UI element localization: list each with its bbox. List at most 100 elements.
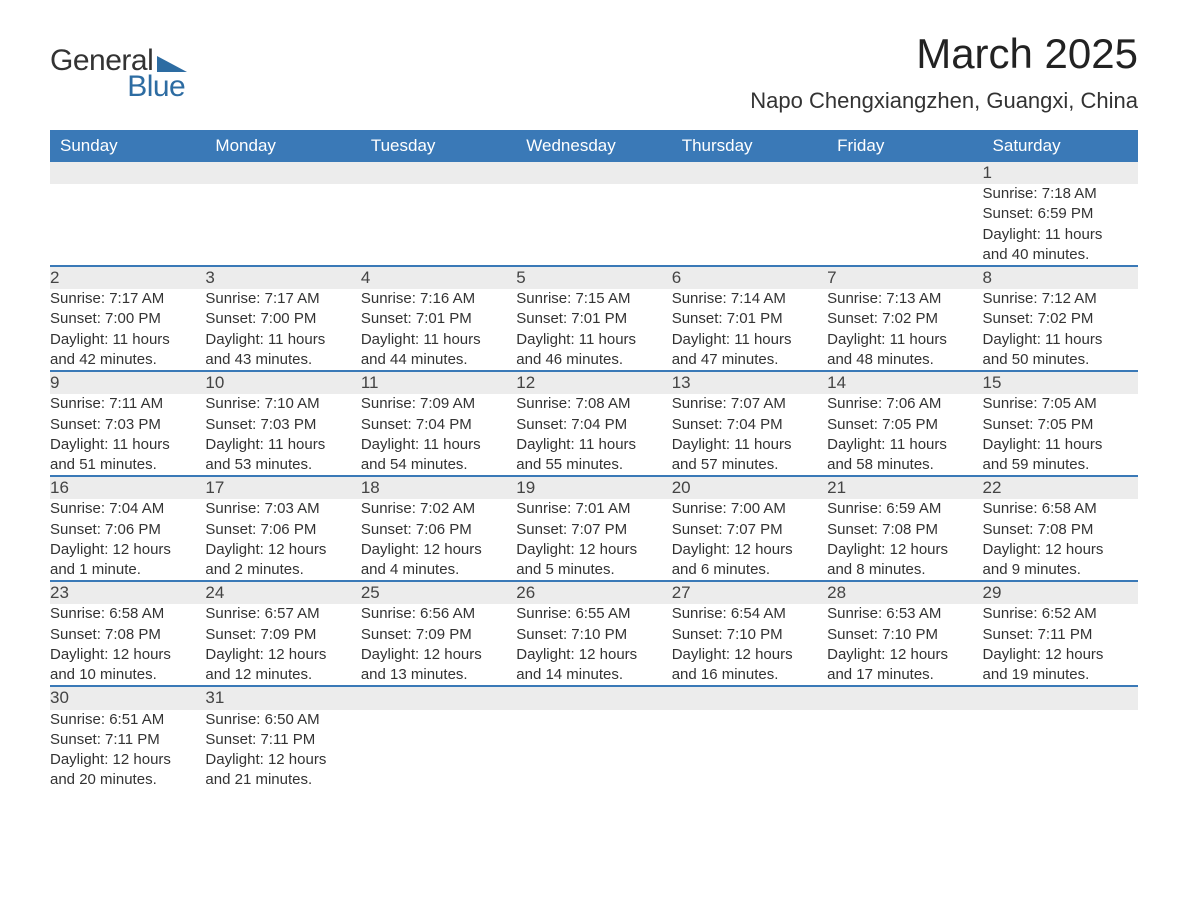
day-info-cell: Sunrise: 6:53 AMSunset: 7:10 PMDaylight:… bbox=[827, 604, 982, 686]
day-number-cell: 9 bbox=[50, 371, 205, 394]
day-number-cell: 12 bbox=[516, 371, 671, 394]
sunrise-text: Sunrise: 7:16 AM bbox=[361, 289, 516, 309]
daylight-text-1: Daylight: 12 hours bbox=[516, 540, 671, 560]
sunrise-text: Sunrise: 7:11 AM bbox=[50, 394, 205, 414]
day-info-cell bbox=[205, 184, 360, 266]
daylight-text-2: and 9 minutes. bbox=[983, 560, 1138, 580]
sunset-text: Sunset: 7:10 PM bbox=[516, 625, 671, 645]
day-info-cell: Sunrise: 7:11 AMSunset: 7:03 PMDaylight:… bbox=[50, 394, 205, 476]
day-info-cell: Sunrise: 6:52 AMSunset: 7:11 PMDaylight:… bbox=[983, 604, 1138, 686]
daylight-text-1: Daylight: 11 hours bbox=[516, 330, 671, 350]
sunrise-text: Sunrise: 7:09 AM bbox=[361, 394, 516, 414]
sunrise-text: Sunrise: 7:14 AM bbox=[672, 289, 827, 309]
day-number-cell: 29 bbox=[983, 581, 1138, 604]
day-number-cell: 27 bbox=[672, 581, 827, 604]
day-number-cell: 6 bbox=[672, 266, 827, 289]
sunset-text: Sunset: 7:07 PM bbox=[516, 520, 671, 540]
day-info-cell: Sunrise: 7:00 AMSunset: 7:07 PMDaylight:… bbox=[672, 499, 827, 581]
sunrise-text: Sunrise: 6:58 AM bbox=[983, 499, 1138, 519]
daylight-text-1: Daylight: 12 hours bbox=[50, 645, 205, 665]
sunrise-text: Sunrise: 6:57 AM bbox=[205, 604, 360, 624]
daylight-text-2: and 47 minutes. bbox=[672, 350, 827, 370]
calendar-table: SundayMondayTuesdayWednesdayThursdayFrid… bbox=[50, 130, 1138, 791]
day-header: Tuesday bbox=[361, 130, 516, 162]
info-row: Sunrise: 7:11 AMSunset: 7:03 PMDaylight:… bbox=[50, 394, 1138, 476]
daylight-text-1: Daylight: 12 hours bbox=[672, 540, 827, 560]
sunset-text: Sunset: 7:05 PM bbox=[983, 415, 1138, 435]
sunrise-text: Sunrise: 6:53 AM bbox=[827, 604, 982, 624]
daylight-text-2: and 12 minutes. bbox=[205, 665, 360, 685]
sunrise-text: Sunrise: 7:04 AM bbox=[50, 499, 205, 519]
day-info-cell: Sunrise: 7:12 AMSunset: 7:02 PMDaylight:… bbox=[983, 289, 1138, 371]
daylight-text-1: Daylight: 11 hours bbox=[983, 225, 1138, 245]
page-subtitle: Napo Chengxiangzhen, Guangxi, China bbox=[750, 88, 1138, 114]
info-row: Sunrise: 7:17 AMSunset: 7:00 PMDaylight:… bbox=[50, 289, 1138, 371]
sunset-text: Sunset: 7:05 PM bbox=[827, 415, 982, 435]
sunset-text: Sunset: 7:02 PM bbox=[983, 309, 1138, 329]
day-number-cell: 2 bbox=[50, 266, 205, 289]
day-info-cell: Sunrise: 7:02 AMSunset: 7:06 PMDaylight:… bbox=[361, 499, 516, 581]
day-info-cell bbox=[50, 184, 205, 266]
sunset-text: Sunset: 7:11 PM bbox=[205, 730, 360, 750]
day-number-cell bbox=[205, 162, 360, 184]
sunrise-text: Sunrise: 6:59 AM bbox=[827, 499, 982, 519]
day-info-cell: Sunrise: 7:18 AMSunset: 6:59 PMDaylight:… bbox=[983, 184, 1138, 266]
day-header: Thursday bbox=[672, 130, 827, 162]
daylight-text-1: Daylight: 11 hours bbox=[361, 435, 516, 455]
sunrise-text: Sunrise: 6:52 AM bbox=[983, 604, 1138, 624]
day-number-cell: 4 bbox=[361, 266, 516, 289]
day-number-cell: 13 bbox=[672, 371, 827, 394]
sunset-text: Sunset: 7:10 PM bbox=[672, 625, 827, 645]
daylight-text-2: and 58 minutes. bbox=[827, 455, 982, 475]
day-info-cell: Sunrise: 7:01 AMSunset: 7:07 PMDaylight:… bbox=[516, 499, 671, 581]
day-info-cell: Sunrise: 6:58 AMSunset: 7:08 PMDaylight:… bbox=[50, 604, 205, 686]
daylight-text-1: Daylight: 11 hours bbox=[983, 330, 1138, 350]
day-number-cell: 11 bbox=[361, 371, 516, 394]
sunrise-text: Sunrise: 7:03 AM bbox=[205, 499, 360, 519]
sunset-text: Sunset: 7:01 PM bbox=[361, 309, 516, 329]
day-info-cell bbox=[361, 184, 516, 266]
sunset-text: Sunset: 7:08 PM bbox=[50, 625, 205, 645]
day-header: Saturday bbox=[983, 130, 1138, 162]
sunrise-text: Sunrise: 7:15 AM bbox=[516, 289, 671, 309]
day-info-cell: Sunrise: 7:06 AMSunset: 7:05 PMDaylight:… bbox=[827, 394, 982, 476]
day-number-cell: 17 bbox=[205, 476, 360, 499]
day-info-cell: Sunrise: 6:54 AMSunset: 7:10 PMDaylight:… bbox=[672, 604, 827, 686]
daynum-row: 1 bbox=[50, 162, 1138, 184]
daylight-text-2: and 21 minutes. bbox=[205, 770, 360, 790]
info-row: Sunrise: 6:58 AMSunset: 7:08 PMDaylight:… bbox=[50, 604, 1138, 686]
day-info-cell: Sunrise: 6:58 AMSunset: 7:08 PMDaylight:… bbox=[983, 499, 1138, 581]
daylight-text-2: and 54 minutes. bbox=[361, 455, 516, 475]
sunset-text: Sunset: 7:09 PM bbox=[361, 625, 516, 645]
daylight-text-1: Daylight: 11 hours bbox=[827, 435, 982, 455]
sunset-text: Sunset: 7:11 PM bbox=[50, 730, 205, 750]
daylight-text-1: Daylight: 12 hours bbox=[361, 540, 516, 560]
daylight-text-2: and 5 minutes. bbox=[516, 560, 671, 580]
daylight-text-2: and 1 minute. bbox=[50, 560, 205, 580]
day-info-cell: Sunrise: 7:03 AMSunset: 7:06 PMDaylight:… bbox=[205, 499, 360, 581]
day-number-cell bbox=[983, 686, 1138, 709]
day-number-cell bbox=[672, 686, 827, 709]
sunset-text: Sunset: 7:01 PM bbox=[672, 309, 827, 329]
day-number-cell: 30 bbox=[50, 686, 205, 709]
info-row: Sunrise: 7:18 AMSunset: 6:59 PMDaylight:… bbox=[50, 184, 1138, 266]
day-info-cell bbox=[672, 184, 827, 266]
daynum-row: 16171819202122 bbox=[50, 476, 1138, 499]
daylight-text-2: and 44 minutes. bbox=[361, 350, 516, 370]
daylight-text-2: and 14 minutes. bbox=[516, 665, 671, 685]
day-info-cell bbox=[361, 710, 516, 791]
daylight-text-2: and 50 minutes. bbox=[983, 350, 1138, 370]
daylight-text-2: and 59 minutes. bbox=[983, 455, 1138, 475]
sunrise-text: Sunrise: 7:18 AM bbox=[983, 184, 1138, 204]
sunset-text: Sunset: 7:02 PM bbox=[827, 309, 982, 329]
day-info-cell: Sunrise: 7:08 AMSunset: 7:04 PMDaylight:… bbox=[516, 394, 671, 476]
sunset-text: Sunset: 7:00 PM bbox=[50, 309, 205, 329]
day-number-cell: 3 bbox=[205, 266, 360, 289]
sunrise-text: Sunrise: 7:08 AM bbox=[516, 394, 671, 414]
day-number-cell bbox=[827, 162, 982, 184]
sunset-text: Sunset: 7:01 PM bbox=[516, 309, 671, 329]
day-info-cell: Sunrise: 7:04 AMSunset: 7:06 PMDaylight:… bbox=[50, 499, 205, 581]
daylight-text-2: and 51 minutes. bbox=[50, 455, 205, 475]
day-header: Friday bbox=[827, 130, 982, 162]
daylight-text-2: and 42 minutes. bbox=[50, 350, 205, 370]
